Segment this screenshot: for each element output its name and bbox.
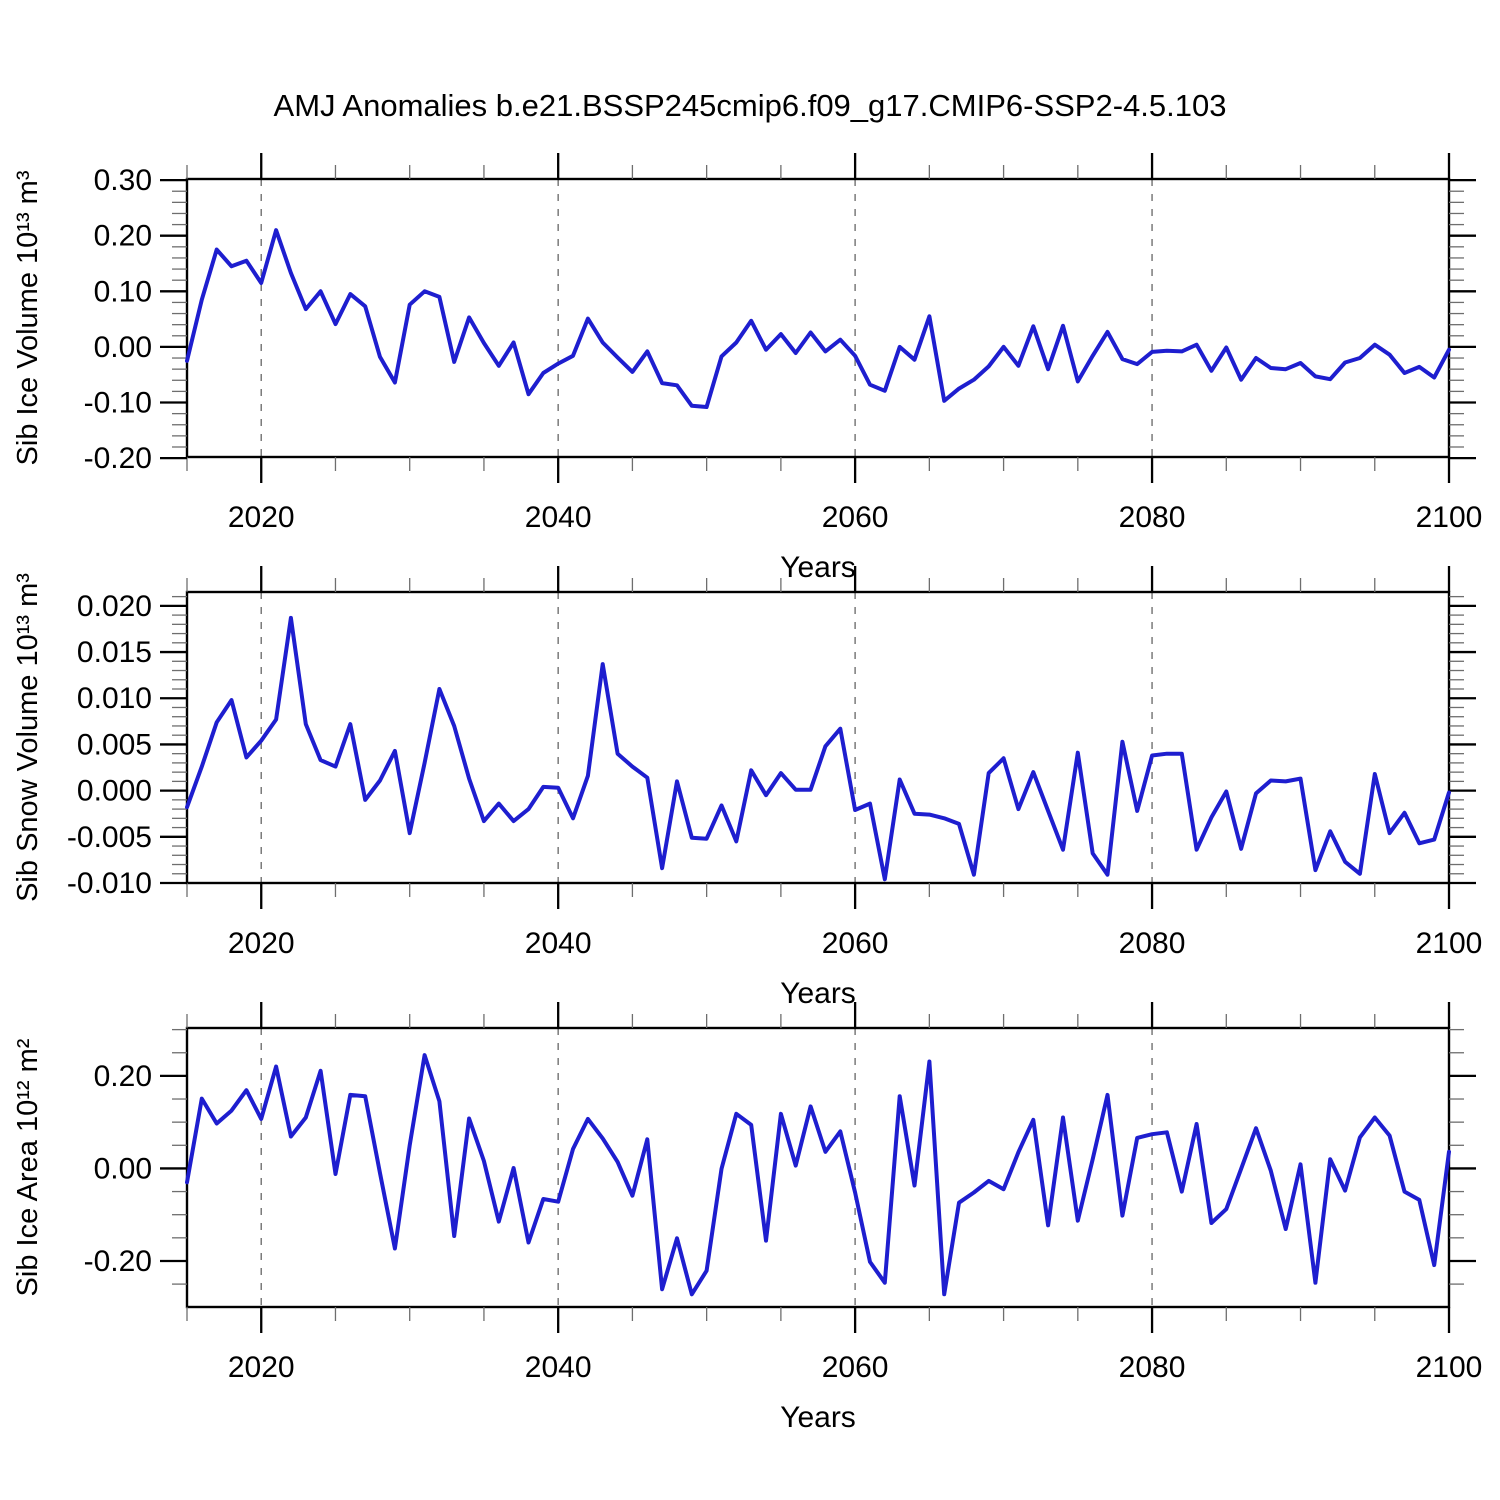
panel-sib-snow-volume: 0.020 0.015 0.010 0.005 0.000 -0.005 -0.010 202… xyxy=(12,566,1482,1010)
x-tick-label: 2020 xyxy=(228,1351,295,1384)
plot-frame xyxy=(185,1026,1451,1309)
data-line xyxy=(185,615,1451,882)
y-tick-label: -0.20 xyxy=(84,442,152,475)
data-line xyxy=(185,228,1451,409)
y-axis-title: Sib Ice Volume 10¹³ m³ xyxy=(12,170,44,465)
x-tick-label: 2080 xyxy=(1119,927,1186,960)
y-tick-label: -0.005 xyxy=(67,821,152,854)
x-tick-label: 2100 xyxy=(1416,927,1483,960)
x-axis-title: Years xyxy=(780,977,856,1010)
y-tick-label: 0.020 xyxy=(77,590,152,623)
y-tick-label: -0.20 xyxy=(84,1245,152,1278)
chart-title: AMJ Anomalies b.e21.BSSP245cmip6.f09_g17… xyxy=(273,88,1227,123)
y-tick-label: -0.010 xyxy=(67,867,152,900)
y-tick-label: 0.010 xyxy=(77,682,152,715)
y-tick-label: 0.30 xyxy=(94,164,152,197)
x-tick-label: 2100 xyxy=(1416,501,1483,534)
plot-frame xyxy=(185,590,1451,885)
x-tick-label: 2020 xyxy=(228,927,295,960)
x-tick-label: 2080 xyxy=(1119,1351,1186,1384)
x-tick-label: 2100 xyxy=(1416,1351,1483,1384)
x-axis-title: Years xyxy=(780,1401,856,1434)
x-tick-label: 2020 xyxy=(228,501,295,534)
y-tick-label: -0.10 xyxy=(84,387,152,420)
plot-frame xyxy=(185,177,1451,459)
x-tick-label: 2060 xyxy=(822,1351,889,1384)
x-tick-label: 2040 xyxy=(525,927,592,960)
data-line xyxy=(185,1053,1451,1297)
y-tick-label: 0.10 xyxy=(94,275,152,308)
y-tick-label: 0.20 xyxy=(94,1060,152,1093)
y-axis-title: Sib Ice Area 10¹² m² xyxy=(12,1038,44,1296)
y-tick-label: 0.20 xyxy=(94,220,152,253)
panel-sib-ice-volume: 0.30 0.20 0.10 0.00 -0.10 -0.20 2020 2040 2060 20… xyxy=(12,153,1482,584)
y-tick-label: 0.005 xyxy=(77,728,152,761)
y-tick-label: 0.00 xyxy=(94,331,152,364)
x-tick-label: 2040 xyxy=(525,1351,592,1384)
y-axis-title: Sib Snow Volume 10¹³ m³ xyxy=(12,573,44,902)
x-tick-label: 2080 xyxy=(1119,501,1186,534)
y-tick-label: 0.000 xyxy=(77,775,152,808)
x-tick-label: 2060 xyxy=(822,501,889,534)
panel-sib-ice-area: 0.20 0.00 -0.20 2020 2040 2060 2080 2100 Years Si… xyxy=(12,1002,1482,1434)
x-tick-label: 2040 xyxy=(525,501,592,534)
x-axis-title: Years xyxy=(780,551,856,584)
y-tick-label: 0.015 xyxy=(77,636,152,669)
x-tick-label: 2060 xyxy=(822,927,889,960)
y-tick-label: 0.00 xyxy=(94,1152,152,1185)
